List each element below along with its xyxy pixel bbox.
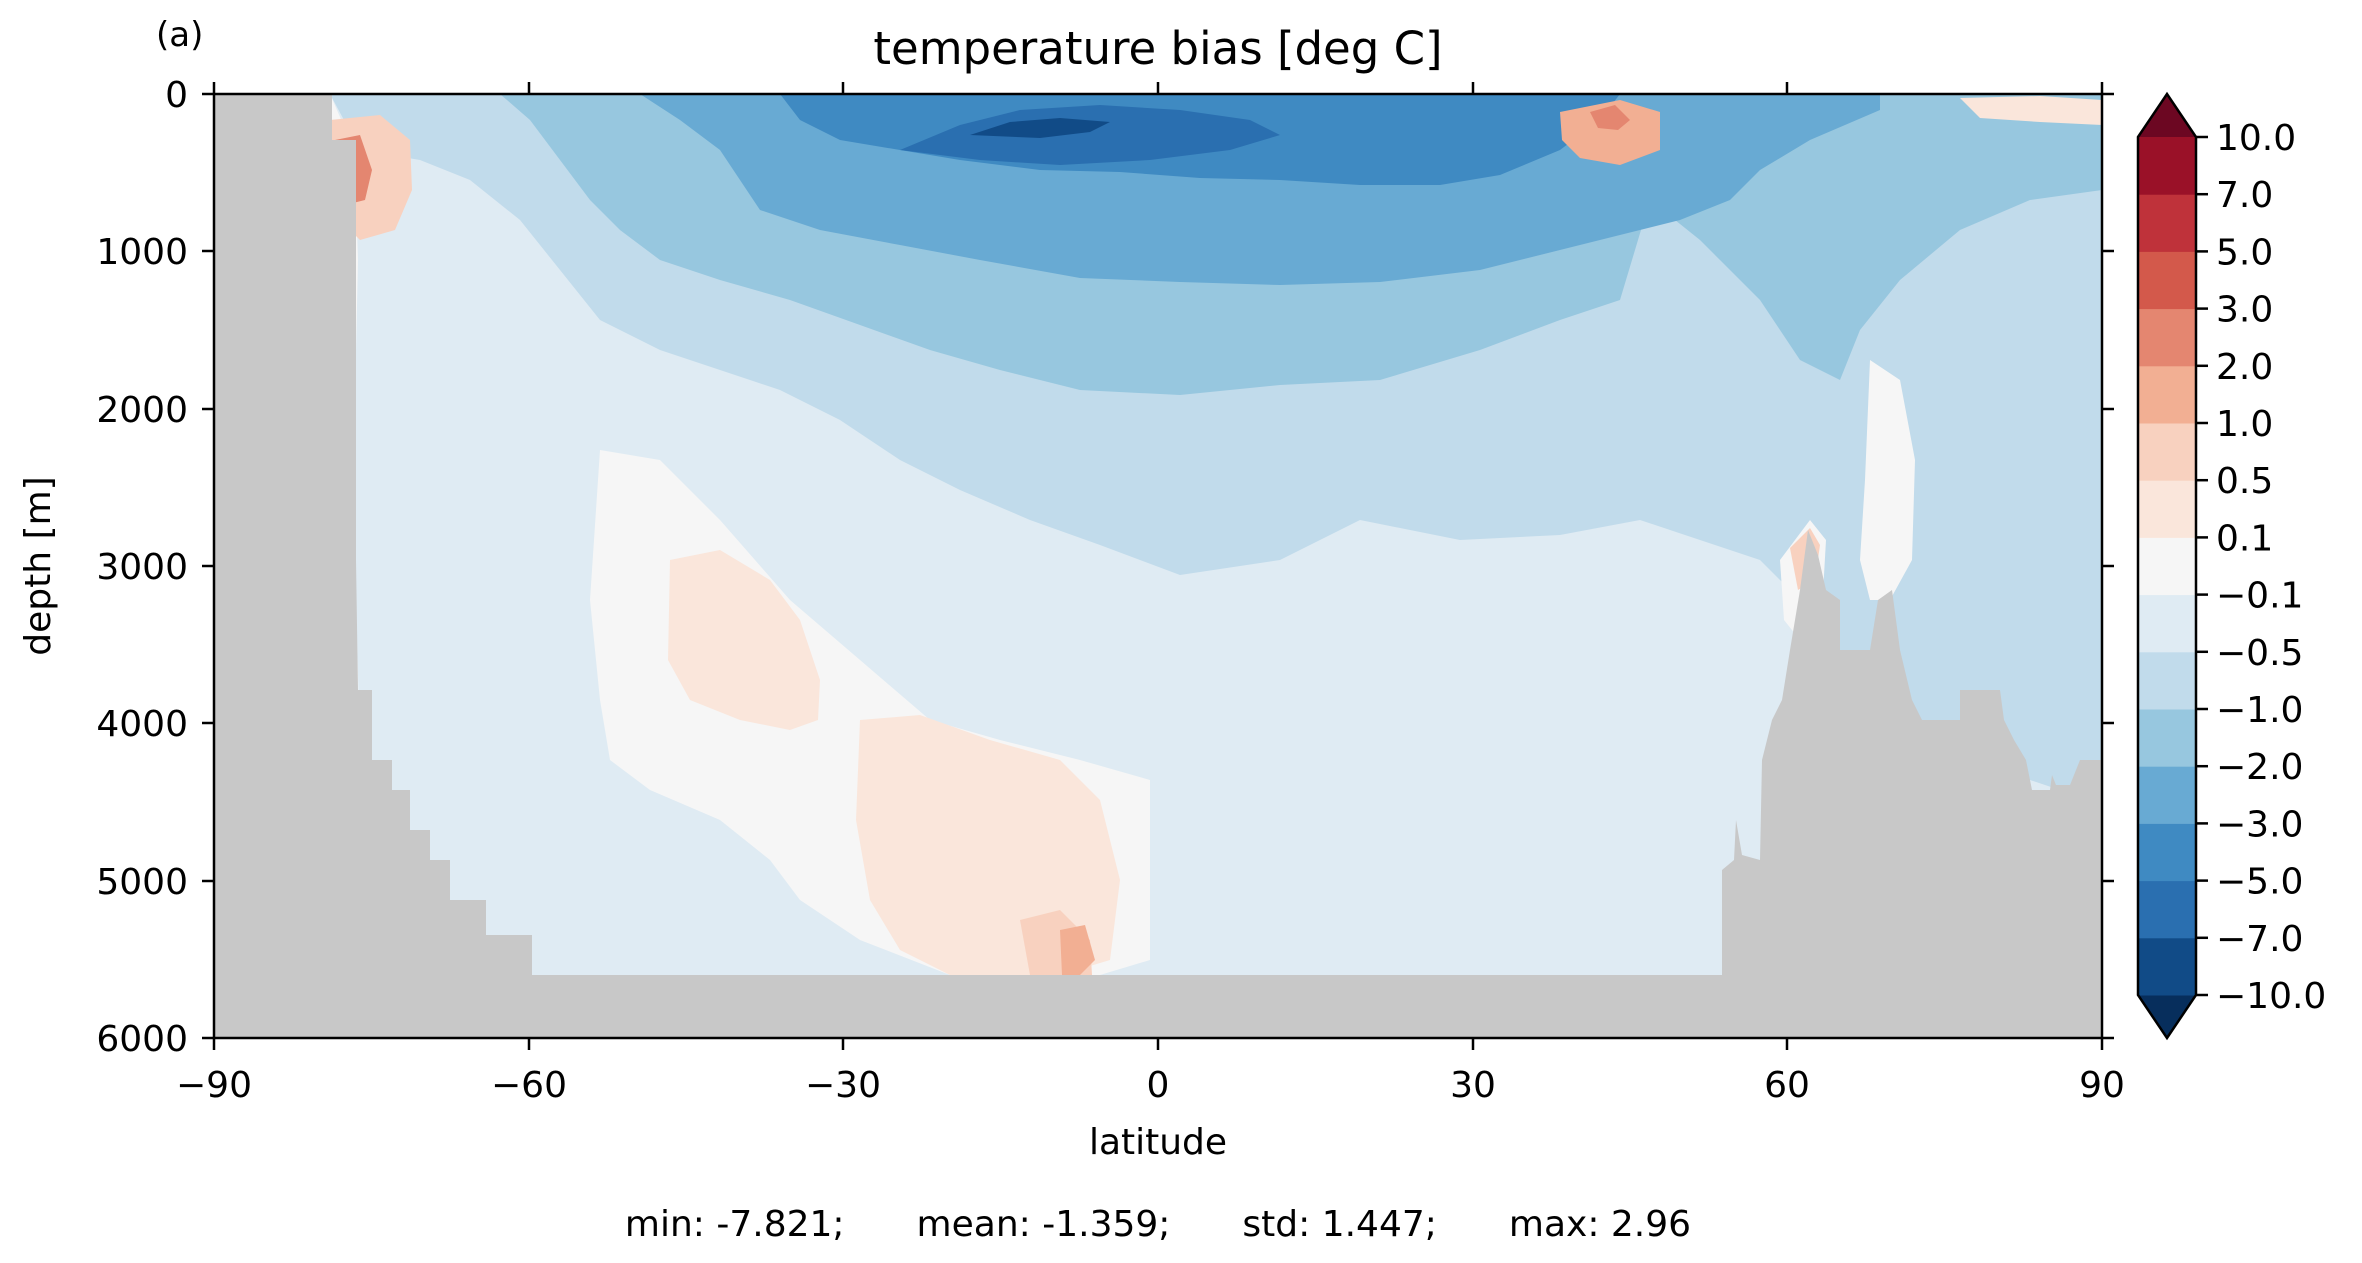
- colorbar-bin: [2138, 823, 2196, 882]
- x-tick-label: 60: [1764, 1065, 1810, 1106]
- panel-label: (a): [156, 15, 203, 55]
- y-tick-label: 5000: [96, 862, 188, 903]
- x-tick-label: −60: [491, 1065, 567, 1106]
- colorbar-tick-label: −10.0: [2216, 976, 2326, 1017]
- x-tick-label: 30: [1450, 1065, 1496, 1106]
- field-band-minus1: [214, 94, 2102, 800]
- x-axis-label: latitude: [1089, 1122, 1227, 1163]
- colorbar-bin: [2138, 709, 2196, 767]
- field-warm-surface-north: [1960, 96, 2102, 125]
- x-tick: 0: [1147, 82, 1170, 1106]
- colorbar-bin: [2138, 423, 2196, 481]
- colorbar-tick-label: −5.0: [2216, 862, 2303, 903]
- x-tick: 90: [2079, 82, 2125, 1106]
- field-warm-surface-mid-core: [1590, 105, 1630, 130]
- land-ocean-floor: [532, 975, 1722, 1038]
- x-tick-label: 90: [2079, 1065, 2125, 1106]
- x-tick: −90: [176, 82, 252, 1106]
- x-tick-label: 0: [1147, 1065, 1170, 1106]
- y-tick: 1000: [96, 232, 2114, 273]
- colorbar-bin: [2138, 594, 2196, 653]
- colorbar-tick-label: 0.5: [2216, 461, 2273, 502]
- colorbar-tick-label: 7.0: [2216, 175, 2273, 216]
- colorbar-tick-label: −0.5: [2216, 633, 2303, 674]
- colorbar-bin: [2138, 365, 2196, 424]
- field-warm-blob-4: [1060, 925, 1095, 975]
- colorbar-tick-label: −2.0: [2216, 747, 2303, 788]
- y-tick: 6000: [96, 1019, 2114, 1060]
- y-tick: 3000: [96, 547, 2114, 588]
- colorbar-tick-label: 0.1: [2216, 518, 2273, 559]
- colorbar-bin: [2138, 766, 2196, 824]
- colorbar-tick-label: 5.0: [2216, 232, 2273, 273]
- colorbar-bin: [2138, 651, 2196, 710]
- y-axis-label: depth [m]: [18, 476, 59, 655]
- x-tick-label: −30: [805, 1065, 881, 1106]
- colorbar-tick-label: 3.0: [2216, 290, 2273, 331]
- x-tick: 60: [1764, 82, 1810, 1106]
- colorbar-bin: [2138, 251, 2196, 310]
- y-tick: 0: [165, 75, 2114, 116]
- y-axis: 0 1000 2000 3000 4000 5000 6000: [96, 75, 2114, 1060]
- colorbar-tick-label: 1.0: [2216, 404, 2273, 445]
- field-warm-blob-2: [856, 715, 1120, 975]
- y-tick-label: 3000: [96, 547, 188, 588]
- x-tick-label: −90: [176, 1065, 252, 1106]
- x-tick: −30: [805, 82, 881, 1106]
- x-axis: −90 −60 −30 0 30 60 90: [176, 82, 2125, 1106]
- field-neutral-north: [1860, 360, 1915, 600]
- y-tick: 2000: [96, 390, 2114, 431]
- colorbar-bin: [2138, 937, 2196, 996]
- colorbar-tick-label: −3.0: [2216, 804, 2303, 845]
- colorbar-tick-label: 10.0: [2216, 118, 2296, 159]
- x-tick: −60: [491, 82, 567, 1106]
- land-north: [1722, 530, 2102, 1038]
- x-tick: 30: [1450, 82, 1496, 1106]
- field-band-minus10: [970, 118, 1110, 138]
- colorbar-bin: [2138, 194, 2196, 252]
- y-tick-label: 2000: [96, 390, 188, 431]
- y-tick-label: 0: [165, 75, 188, 116]
- colorbar-bin: [2138, 480, 2196, 538]
- field-warm-blob-1: [668, 550, 820, 730]
- y-tick: 5000: [96, 862, 2114, 903]
- plot-area: [214, 94, 2102, 1038]
- colorbar-tick-label: −7.0: [2216, 919, 2303, 960]
- colorbar-bin: [2138, 308, 2196, 367]
- land-south: [214, 94, 592, 1038]
- field-band-minus7: [900, 105, 1280, 165]
- y-tick: 4000: [96, 704, 2114, 745]
- y-tick-label: 6000: [96, 1019, 188, 1060]
- colorbar: −10.0 −7.0 −5.0 −3.0 −2.0 −1.0 −0.5 −0.1 0.1 0.5 1…: [2136, 91, 2326, 1041]
- field-warm-surface-mid: [1560, 100, 1660, 165]
- colorbar-tick-label: 2.0: [2216, 347, 2273, 388]
- colorbar-tick-label: −0.1: [2216, 576, 2303, 617]
- y-tick-label: 4000: [96, 704, 188, 745]
- y-tick-label: 1000: [96, 232, 188, 273]
- colorbar-bin: [2138, 137, 2196, 195]
- stats-line: min: -7.821; mean: -1.359; std: 1.447; m…: [625, 1204, 1691, 1245]
- colorbar-extend-under: [2138, 995, 2196, 1038]
- chart-title: temperature bias [deg C]: [873, 22, 1442, 75]
- colorbar-extend-over: [2138, 94, 2196, 137]
- colorbar-bin: [2138, 880, 2196, 939]
- colorbar-bin: [2138, 537, 2196, 596]
- colorbar-tick-label: −1.0: [2216, 690, 2303, 731]
